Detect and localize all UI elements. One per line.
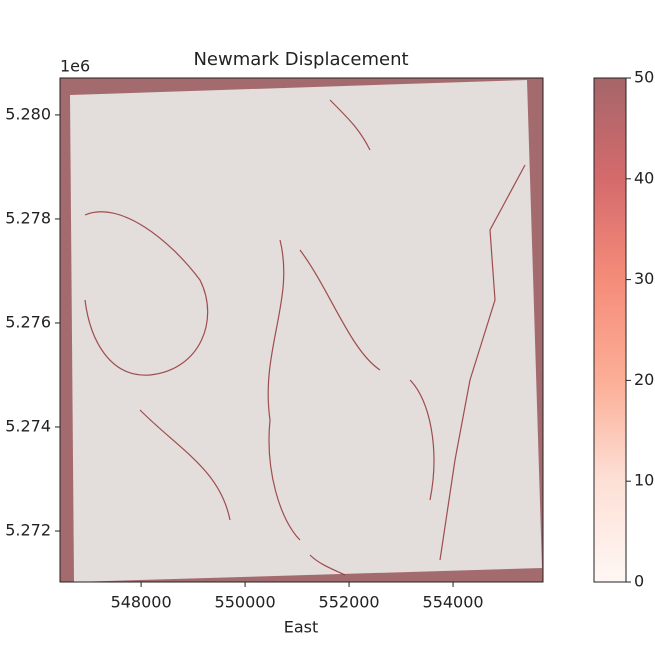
y-tick-label: 5.274 (5, 417, 51, 436)
y-tick-label: 5.280 (5, 104, 51, 123)
colorbar-tick-label: 50 (634, 68, 654, 87)
x-tick-label: 550000 (215, 593, 276, 612)
x-tick-label: 554000 (423, 593, 484, 612)
colorbar (593, 77, 627, 583)
colorbar-tick-label: 10 (634, 471, 654, 490)
y-tick-label: 5.272 (5, 521, 51, 540)
raster (60, 78, 543, 582)
y-tick-label: 5.276 (5, 312, 51, 331)
x-axis-label: East (284, 618, 319, 637)
x-tick-label: 552000 (319, 593, 380, 612)
chart-title: Newmark Displacement (193, 49, 408, 70)
colorbar-tick-label: 0 (634, 572, 644, 591)
colorbar-tick-label: 20 (634, 370, 654, 389)
y-tick-label: 5.278 (5, 208, 51, 227)
colorbar-tick-label: 30 (634, 269, 654, 288)
colorbar-tick-label: 40 (634, 168, 654, 187)
offset-label: 1e6 (60, 57, 90, 76)
x-tick-label: 548000 (111, 593, 172, 612)
plot-frame (59, 77, 544, 583)
